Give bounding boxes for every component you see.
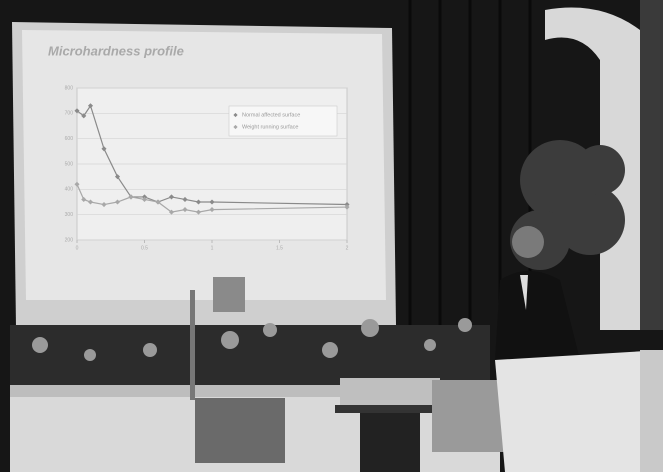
lectern bbox=[495, 350, 663, 472]
x-tick-label: 1 bbox=[211, 245, 214, 251]
table-top bbox=[335, 405, 445, 413]
chart-title: Microhardness profile bbox=[48, 43, 184, 58]
y-tick-label: 200 bbox=[65, 237, 74, 243]
flower-bed bbox=[10, 325, 490, 385]
table-legs bbox=[360, 413, 420, 472]
y-tick-label: 500 bbox=[65, 161, 74, 167]
projector-head bbox=[213, 277, 245, 312]
legend-label: Normal affected surface bbox=[242, 112, 300, 118]
beamer bbox=[340, 378, 440, 408]
legend-label: Weight running surface bbox=[242, 124, 298, 130]
scene: Microhardness profile 200 300 400 500 600 700… bbox=[0, 0, 663, 472]
lectern-side bbox=[640, 350, 663, 472]
x-tick-label: 1.5 bbox=[276, 245, 283, 251]
y-tick-label: 600 bbox=[65, 136, 74, 142]
y-tick-label: 700 bbox=[65, 111, 74, 117]
x-tick-label: 0.5 bbox=[141, 245, 148, 251]
y-tick-label: 400 bbox=[65, 187, 74, 193]
speaker-head bbox=[512, 226, 544, 258]
page: {"chart_data": {"type": "line", "title":… bbox=[0, 0, 663, 472]
y-tick-label: 300 bbox=[65, 212, 74, 218]
legend-box bbox=[229, 106, 337, 136]
wall-column bbox=[640, 0, 663, 330]
x-tick-label: 2 bbox=[346, 245, 349, 251]
x-tick-label: 0 bbox=[76, 245, 79, 251]
y-tick-label: 800 bbox=[65, 85, 74, 91]
projector-base bbox=[195, 398, 285, 463]
projector-arm bbox=[190, 290, 195, 400]
